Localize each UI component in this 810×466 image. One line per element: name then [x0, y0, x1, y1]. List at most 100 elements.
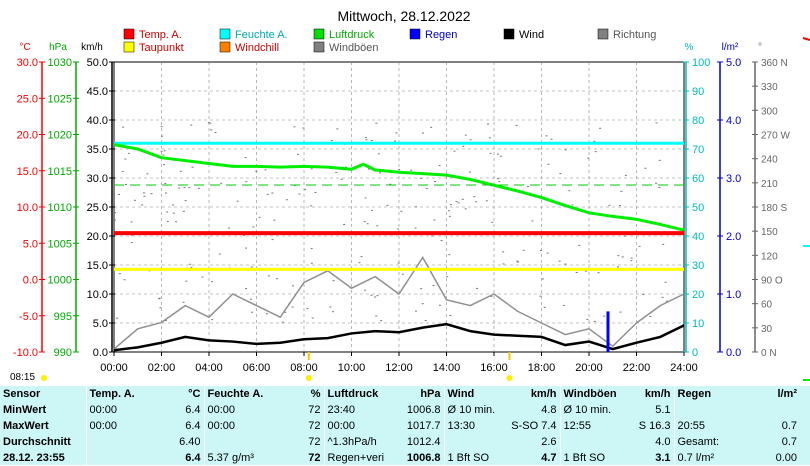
summary-cell: 1017.7	[406, 420, 441, 432]
legend-swatch	[219, 28, 231, 40]
direction-dot	[252, 226, 255, 228]
direction-dot	[499, 155, 502, 157]
axis-tick-label: 0.0	[23, 275, 38, 287]
direction-dot	[163, 164, 166, 166]
summary-cell: 6.4	[185, 452, 201, 464]
axis-tick-label: 330	[761, 82, 778, 93]
direction-dot	[432, 284, 435, 286]
axis-tick-label: 5.0	[23, 238, 38, 250]
summary-cell: 72	[308, 436, 321, 448]
direction-dot	[496, 178, 499, 180]
axis-tick-label: 360 N	[761, 58, 788, 69]
summary-cell: Luftdruck	[323, 386, 386, 402]
direction-dot	[310, 205, 313, 207]
x-tick-label: 10:00	[338, 362, 366, 374]
direction-dot	[189, 263, 192, 265]
direction-dot	[266, 313, 269, 315]
direction-dot	[284, 311, 287, 313]
axis-tick-label: 4.0	[726, 115, 741, 127]
axis-tick-label: 240	[761, 155, 778, 166]
direction-dot	[464, 134, 467, 136]
axis-tick-label: 2.0	[726, 231, 741, 243]
legend-label: Taupunkt	[139, 42, 184, 54]
direction-dot	[485, 200, 488, 202]
summary-cell: 1 Bft SO	[443, 450, 502, 466]
direction-dot	[438, 304, 441, 306]
axis-unit: °	[758, 42, 762, 53]
direction-dot	[374, 296, 377, 298]
axis-tick-label: 1010	[48, 202, 72, 214]
direction-dot	[649, 315, 652, 317]
direction-dot	[117, 193, 120, 195]
direction-dot	[228, 227, 231, 229]
direction-dot	[655, 122, 658, 124]
axis-tick-label: 20	[692, 289, 704, 301]
direction-dot	[163, 150, 166, 152]
summary-cell: 4.7	[541, 452, 557, 464]
direction-dot	[344, 166, 347, 168]
direction-dot	[440, 240, 443, 242]
direction-dot	[116, 317, 119, 319]
direction-dot	[304, 189, 307, 191]
chart-title: Mittwoch, 28.12.2022	[337, 8, 470, 24]
direction-dot	[161, 135, 164, 137]
legend-label: Temp. A.	[139, 29, 182, 41]
legend-label: Feuchte A.	[235, 29, 288, 41]
direction-dot	[134, 199, 137, 201]
axis-tick-label: 70	[692, 144, 704, 156]
summary-row: MinWert 00:00 6.4 00:00 72 23:40 1006.8 Ø 10 mi…	[0, 402, 800, 418]
axis-tick-label: 1015	[48, 166, 72, 178]
direction-dot	[434, 181, 437, 183]
direction-dot	[376, 295, 379, 297]
direction-dot	[608, 204, 611, 206]
series-luftdruck	[113, 143, 685, 232]
direction-dot	[448, 254, 451, 256]
axis-tick-label: 10.0	[17, 202, 38, 214]
direction-dot	[368, 168, 371, 170]
direction-dot	[201, 276, 204, 278]
direction-dot	[422, 132, 425, 134]
x-tick-label: 24:00	[670, 362, 698, 374]
direction-dot	[597, 272, 600, 274]
x-tick-label: 18:00	[528, 362, 556, 374]
direction-dot	[594, 151, 597, 153]
axis-unit: l/m²	[722, 42, 739, 53]
summary-cell: 1 Bft SO	[559, 450, 618, 466]
direction-dot	[214, 132, 217, 134]
direction-dot	[568, 190, 571, 192]
direction-dot	[446, 276, 449, 278]
sun-dot	[41, 375, 47, 381]
summary-cell: hPa	[420, 388, 441, 400]
direction-dot	[425, 188, 428, 190]
sun-dot	[305, 375, 312, 381]
direction-dot	[661, 296, 664, 298]
direction-dot	[593, 320, 596, 322]
summary-cell: km/h	[530, 388, 557, 400]
direction-dot	[376, 225, 379, 227]
direction-dot	[251, 311, 254, 313]
direction-dot	[266, 193, 269, 195]
direction-dot	[182, 210, 185, 212]
direction-dot	[281, 321, 284, 323]
direction-dot	[617, 255, 620, 257]
direction-dot	[164, 320, 167, 322]
summary-cell: 4.0	[655, 436, 671, 448]
summary-cell: %	[310, 388, 321, 400]
series-group	[113, 141, 685, 352]
direction-dot	[332, 280, 335, 282]
direction-dot	[430, 126, 433, 128]
axis-tick-label: 5.0	[726, 57, 741, 69]
summary-cell: 13:30	[443, 418, 502, 434]
direction-dot	[623, 235, 626, 237]
axis-tick-label: 35.0	[87, 144, 108, 156]
axis-tick-label: 80	[692, 115, 704, 127]
x-tick-label: 12:00	[385, 362, 413, 374]
legend-swatch	[219, 41, 231, 53]
direction-dot	[630, 257, 633, 259]
direction-dot	[545, 135, 548, 137]
legend: Temp. A. Feuchte A. Luftdruck Regen Wind Rich…	[123, 28, 656, 54]
summary-cell: Windböen	[559, 386, 618, 402]
direction-dot	[655, 182, 658, 184]
direction-dot	[564, 149, 567, 151]
direction-dot	[121, 171, 124, 173]
